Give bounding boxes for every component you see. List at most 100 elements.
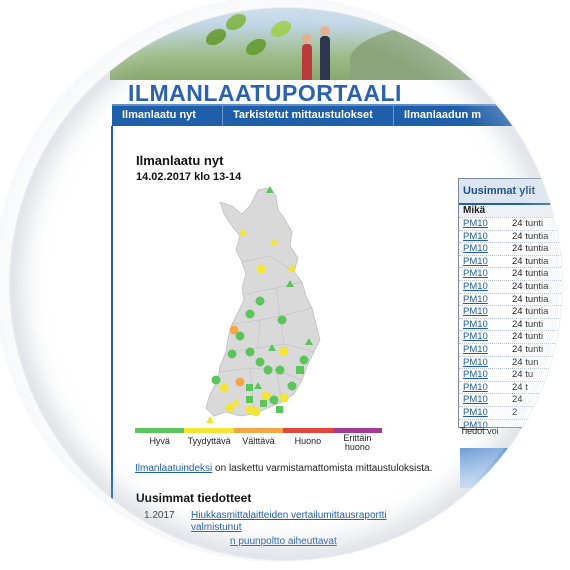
- news-item-link[interactable]: Hiukkasmittalaitteiden vertailumittausra…: [191, 510, 387, 533]
- air-quality-legend: Hyvä Tyydyttävä Välttävä Huono Erittäin …: [135, 428, 383, 452]
- station-marker-circle-fair[interactable]: [235, 377, 245, 387]
- table-row: PM10 24 tunti: [459, 317, 562, 331]
- table-row: PM10 24 tuntia: [459, 305, 562, 318]
- banner-hill: [350, 20, 530, 80]
- banner-leaf: [222, 10, 250, 34]
- page-title: Ilmanlaatu nyt: [136, 153, 224, 168]
- panel-footer-note: Tiedot voi: [460, 426, 499, 436]
- header-banner-image: [110, 8, 530, 80]
- station-marker-circle-good[interactable]: [245, 347, 255, 357]
- duration-cell: 24 tuntia: [512, 230, 549, 242]
- finland-air-quality-map[interactable]: [180, 184, 330, 430]
- duration-cell: 24 tu: [512, 369, 534, 381]
- pollutant-link[interactable]: PM10: [463, 318, 488, 330]
- table-row: PM10 24 t: [459, 380, 562, 394]
- station-marker-square-good[interactable]: [296, 366, 304, 374]
- nav-ilmanlaadun-menu[interactable]: Ilmanlaadun m: [404, 109, 482, 121]
- station-marker-circle-good[interactable]: [287, 381, 297, 391]
- measurement-timestamp: 14.02.2017 klo 13-14: [136, 171, 242, 183]
- pollutant-link[interactable]: PM10: [463, 331, 488, 343]
- legend-label: Huono: [294, 436, 322, 446]
- legend-satisfactory: Tyydyttävä: [184, 428, 234, 452]
- pollutant-link[interactable]: PM10: [463, 343, 488, 355]
- duration-cell: 24 tuntia: [512, 280, 549, 292]
- table-row: PM10 24 tuntia: [459, 254, 562, 268]
- table-row: PM10 24 tuntia: [459, 229, 562, 243]
- duration-cell: 24 tun: [512, 356, 539, 368]
- station-marker-circle-good[interactable]: [299, 355, 309, 365]
- station-marker-circle-good[interactable]: [255, 357, 265, 367]
- station-marker-square-good[interactable]: [246, 396, 253, 403]
- banner-leaf: [202, 25, 230, 49]
- table-row: PM10 24: [459, 393, 562, 406]
- station-marker-circle-satisfactory[interactable]: [279, 393, 289, 403]
- pollutant-link[interactable]: PM10: [463, 230, 488, 242]
- pollutant-link[interactable]: PM10: [463, 243, 488, 255]
- duration-cell: 24: [512, 394, 523, 406]
- side-blue-banner: [460, 448, 562, 488]
- index-note: Ilmanlaatuindeksi on laskettu varmistama…: [135, 463, 432, 474]
- legend-label: Välttävä: [242, 436, 275, 446]
- pollutant-link[interactable]: PM10: [463, 218, 488, 229]
- station-marker-circle-good[interactable]: [277, 315, 287, 325]
- duration-cell: 24 tuntia: [512, 243, 549, 255]
- panel-title: Uusimmat ylit: [459, 179, 562, 205]
- duration-cell: 24 t: [512, 381, 528, 393]
- pollutant-link[interactable]: PM10: [463, 381, 488, 393]
- duration-cell: 24 tuntia: [512, 306, 549, 318]
- pollutant-link[interactable]: PM10: [463, 306, 488, 318]
- duration-cell: 24 tuntia: [512, 268, 549, 280]
- station-marker-circle-good[interactable]: [269, 395, 279, 405]
- pollutant-link[interactable]: PM10: [463, 255, 488, 267]
- station-marker-circle-good[interactable]: [255, 296, 265, 306]
- legend-label: Hyvä: [149, 436, 170, 446]
- station-marker-circle-good[interactable]: [245, 309, 255, 319]
- web-page: ILMANLAATUPORTAALI Ilmanlaatu nyt Tarkis…: [10, 8, 562, 560]
- station-marker-square-good[interactable]: [260, 400, 267, 407]
- nav-tarkistetut-mittaustulokset[interactable]: Tarkistetut mittaustulokset: [223, 106, 394, 126]
- nav-ilmanlaatu-nyt[interactable]: Ilmanlaatu nyt: [112, 106, 223, 126]
- pollutant-link[interactable]: PM10: [463, 268, 488, 280]
- duration-cell: 24 tunti: [512, 331, 544, 343]
- pollutant-link[interactable]: PM10: [463, 369, 488, 381]
- table-row: PM10 24 tunti: [459, 217, 562, 230]
- panel-column-header: Mikä: [459, 205, 562, 217]
- station-marker-circle-good[interactable]: [211, 375, 221, 385]
- station-marker-square-good[interactable]: [276, 406, 283, 413]
- table-row: PM10 24 tunti: [459, 342, 562, 356]
- pollutant-link[interactable]: PM10: [463, 280, 488, 292]
- table-row: PM10 24 tuntia: [459, 279, 562, 293]
- legend-fair: Välttävä: [233, 428, 284, 452]
- main-nav: Ilmanlaatu nyt Tarkistetut mittaustuloks…: [112, 104, 532, 126]
- table-row: PM10 24 tuntia: [459, 242, 562, 255]
- banner-child-figure: [302, 44, 312, 80]
- station-marker-circle-good[interactable]: [263, 365, 273, 375]
- station-marker-circle-satisfactory[interactable]: [245, 405, 255, 415]
- site-brand-title[interactable]: ILMANLAATUPORTAALI: [128, 80, 402, 106]
- news-item-link[interactable]: n puunpoltto aiheuttavat: [230, 536, 337, 547]
- station-marker-circle-satisfactory[interactable]: [219, 383, 229, 393]
- pollutant-link[interactable]: PM10: [463, 394, 488, 406]
- pollutant-link[interactable]: PM10: [463, 406, 488, 418]
- station-marker-circle-satisfactory[interactable]: [225, 403, 235, 413]
- station-marker-square-satisfactory[interactable]: [280, 347, 288, 355]
- news-heading: Uusimmat tiedotteet: [136, 491, 252, 505]
- duration-cell: 24 tuntia: [512, 293, 549, 305]
- table-row: PM10 24 tuntia: [459, 267, 562, 280]
- station-marker-circle-good[interactable]: [235, 331, 245, 341]
- table-row: PM10 2: [459, 405, 562, 419]
- station-marker-circle-satisfactory[interactable]: [261, 391, 271, 401]
- banner-adult-figure: [320, 36, 330, 80]
- pollutant-link[interactable]: PM10: [463, 356, 488, 368]
- news-item-date: 1.2017: [144, 510, 175, 521]
- duration-cell: 24 tuntia: [512, 255, 549, 267]
- index-link[interactable]: Ilmanlaatuindeksi: [135, 463, 213, 474]
- banner-child-head: [302, 34, 312, 44]
- station-marker-circle-good[interactable]: [275, 365, 285, 375]
- station-marker-square-good[interactable]: [246, 384, 253, 391]
- banner-leaf: [242, 35, 270, 59]
- station-marker-circle-satisfactory[interactable]: [256, 264, 266, 274]
- station-marker-circle-good[interactable]: [227, 349, 237, 359]
- station-marker-triangle-satisfactory[interactable]: [206, 416, 214, 423]
- pollutant-link[interactable]: PM10: [463, 293, 488, 305]
